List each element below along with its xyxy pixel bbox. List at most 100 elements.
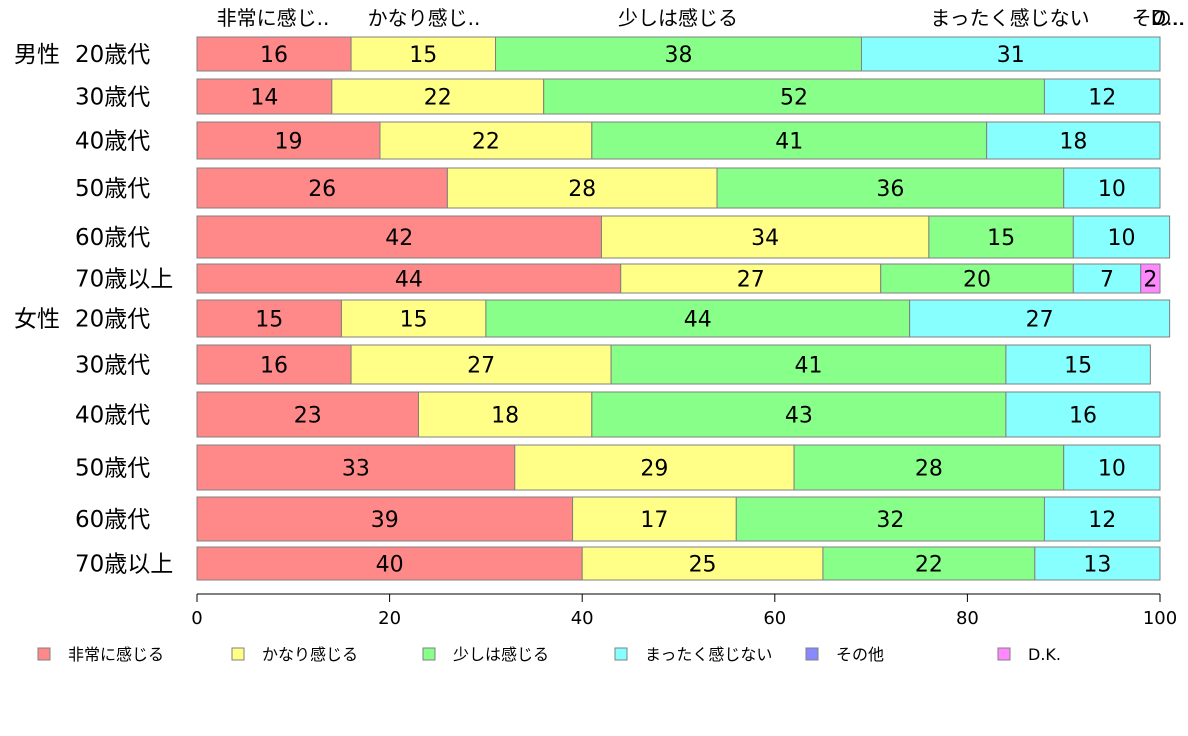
tick-label: 80 — [956, 608, 979, 629]
bar-segment — [514, 444, 795, 491]
bar-segment — [600, 215, 930, 259]
legend-swatch — [805, 647, 819, 661]
data-label: 18 — [1059, 130, 1087, 155]
bar-segment — [446, 167, 718, 209]
data-label: 27 — [467, 354, 495, 379]
category-label: 30歳代 — [75, 85, 150, 111]
data-label: 22 — [424, 86, 452, 111]
bar-segment — [350, 36, 497, 72]
data-label: 42 — [385, 226, 413, 251]
legend-label: かなり感じる — [262, 645, 358, 664]
category-label: 40歳代 — [75, 129, 150, 155]
bar-segment — [196, 344, 352, 385]
column-label: 非常に感じ.. — [217, 6, 330, 30]
bar-segment — [196, 263, 622, 294]
category-label: 70歳以上 — [75, 267, 173, 293]
bar-segment — [716, 167, 1065, 209]
bar-segment — [379, 121, 593, 160]
bar-segment — [350, 344, 612, 385]
data-label: 15 — [400, 308, 428, 333]
data-label: 14 — [250, 86, 278, 111]
bar-segment — [928, 215, 1074, 259]
data-label: 41 — [795, 354, 823, 379]
data-label: 41 — [775, 130, 803, 155]
category-label: 50歳代 — [75, 456, 150, 482]
bar-segment — [822, 546, 1036, 581]
bar-segment — [331, 78, 545, 115]
data-label: 32 — [876, 508, 904, 533]
data-label: 13 — [1083, 553, 1111, 578]
bar-segment — [986, 121, 1161, 160]
legend-swatch — [614, 647, 628, 661]
legend-swatch — [997, 647, 1011, 661]
data-label: 39 — [371, 508, 399, 533]
legend-label: 少しは感じる — [453, 645, 549, 664]
column-labels: 非常に感じ.. かなり感じ.. 少しは感じる まったく感じない その..D... — [217, 6, 1186, 30]
data-label: 22 — [915, 553, 943, 578]
bar-segment — [860, 36, 1161, 72]
bar-segment — [196, 167, 448, 209]
category-label: 20歳代 — [75, 307, 150, 333]
bar-segment — [543, 78, 1045, 115]
data-label: 43 — [785, 404, 813, 429]
bar-segment — [196, 215, 602, 259]
data-label: 17 — [640, 508, 668, 533]
category-label: 40歳代 — [75, 403, 150, 429]
bar-segment — [620, 263, 882, 294]
bar-segment — [196, 496, 574, 542]
category-label: 30歳代 — [75, 353, 150, 379]
data-label: 27 — [737, 268, 765, 293]
bar-segment — [196, 391, 419, 438]
data-label: 15 — [255, 308, 283, 333]
bar-segment — [196, 36, 352, 72]
data-label: 10 — [1098, 177, 1126, 202]
bar-segment — [340, 299, 487, 338]
bar-segment — [1072, 263, 1142, 294]
group-label: 男性 — [14, 42, 60, 68]
data-label: 7 — [1100, 268, 1114, 293]
data-label: 27 — [1026, 308, 1054, 333]
data-label: 36 — [876, 177, 904, 202]
data-label: 15 — [987, 226, 1015, 251]
column-label: その.. — [1132, 6, 1185, 30]
tick-label: 40 — [571, 608, 594, 629]
bar-segment — [572, 496, 737, 542]
x-axis: 0 20 40 60 80 100 — [191, 593, 1177, 629]
bar-segment — [1063, 167, 1161, 209]
legend-swatch — [37, 647, 51, 661]
data-label: 18 — [491, 404, 519, 429]
data-label: 2 — [1143, 268, 1157, 293]
data-label: 23 — [294, 404, 322, 429]
data-label: 44 — [684, 308, 712, 333]
bar-segment — [880, 263, 1074, 294]
legend-swatch — [422, 647, 436, 661]
column-label: D... — [1151, 6, 1185, 30]
legend-swatch — [231, 647, 245, 661]
bar-segment — [1043, 78, 1161, 115]
bar-segment — [196, 121, 381, 160]
data-label: 15 — [1064, 354, 1092, 379]
bar-segment — [485, 299, 911, 338]
category-label: 70歳以上 — [75, 552, 173, 578]
bar-segment — [1005, 344, 1151, 385]
data-label: 28 — [568, 177, 596, 202]
column-label: かなり感じ.. — [368, 6, 481, 30]
data-label: 10 — [1107, 226, 1135, 251]
bar-segment — [1034, 546, 1161, 581]
bar-segment — [591, 391, 1007, 438]
data-label: 31 — [997, 43, 1025, 68]
data-label: 26 — [308, 177, 336, 202]
data-label: 28 — [915, 457, 943, 482]
bar-segment — [909, 299, 1171, 338]
bar-segment — [1005, 391, 1161, 438]
group-label: 女性 — [14, 307, 60, 333]
data-label: 44 — [395, 268, 423, 293]
bar-segment — [735, 496, 1045, 542]
legend-label: D.K. — [1028, 645, 1061, 664]
data-label: 29 — [640, 457, 668, 482]
bar-segment — [1072, 215, 1171, 259]
bar-segment — [196, 546, 583, 581]
legend: 非常に感じる かなり感じる 少しは感じる まったく感じない その他 D.K. — [37, 645, 1061, 664]
bar-segment — [417, 391, 593, 438]
